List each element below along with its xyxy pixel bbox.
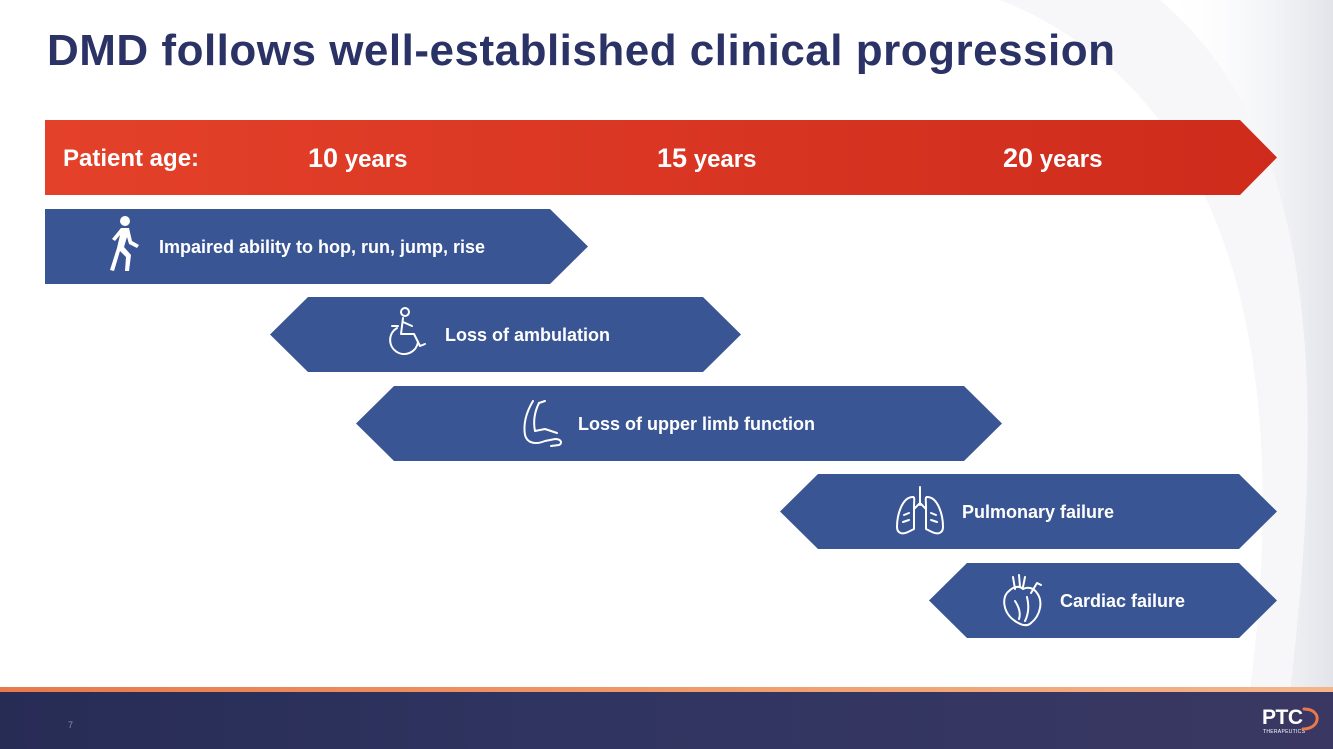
stage-pulmonary-failure: Pulmonary failure	[780, 474, 1277, 549]
stage-loss-of-upper-limb-function: Loss of upper limb function	[356, 386, 1002, 461]
footer-bar	[0, 692, 1333, 749]
stage-arrow-shape	[45, 209, 588, 284]
heart-icon	[1003, 574, 1042, 627]
page-title: DMD follows well-established clinical pr…	[47, 26, 1116, 75]
logo-subtext: THERAPEUTICS	[1263, 729, 1306, 735]
stage-loss-of-ambulation: Loss of ambulation	[270, 297, 741, 372]
age-tick-20: 20 years	[1003, 143, 1103, 173]
footer-accent-line	[0, 687, 1333, 692]
stage-label: Loss of upper limb function	[578, 414, 815, 434]
arm-icon	[523, 400, 563, 447]
stage-arrow-shape	[929, 563, 1277, 638]
logo-swoosh-icon	[1301, 707, 1319, 731]
patient-age-label: Patient age:	[63, 145, 200, 172]
stage-label: Impaired ability to hop, run, jump, rise	[159, 237, 486, 257]
lungs-icon	[896, 486, 944, 535]
stage-cardiac-failure: Cardiac failure	[929, 563, 1277, 638]
stage-arrow-shape	[780, 474, 1277, 549]
age-tick-15: 15 years	[657, 143, 757, 173]
page-number: 7	[68, 720, 74, 730]
stage-label: Loss of ambulation	[445, 325, 611, 345]
stage-impaired-mobility: Impaired ability to hop, run, jump, rise	[45, 209, 588, 284]
stage-arrow-shape	[356, 386, 1002, 461]
ptc-logo: PTC THERAPEUTICS	[1262, 706, 1322, 738]
age-tick-10: 10 years	[308, 143, 408, 173]
stage-label: Pulmonary failure	[962, 502, 1115, 522]
logo-text: PTC	[1262, 706, 1303, 729]
stage-label: Cardiac failure	[1060, 591, 1186, 611]
patient-age-arrow	[45, 120, 1277, 195]
running-person-icon	[110, 216, 139, 271]
wheelchair-icon	[389, 307, 426, 356]
stage-arrow-shape	[270, 297, 741, 372]
